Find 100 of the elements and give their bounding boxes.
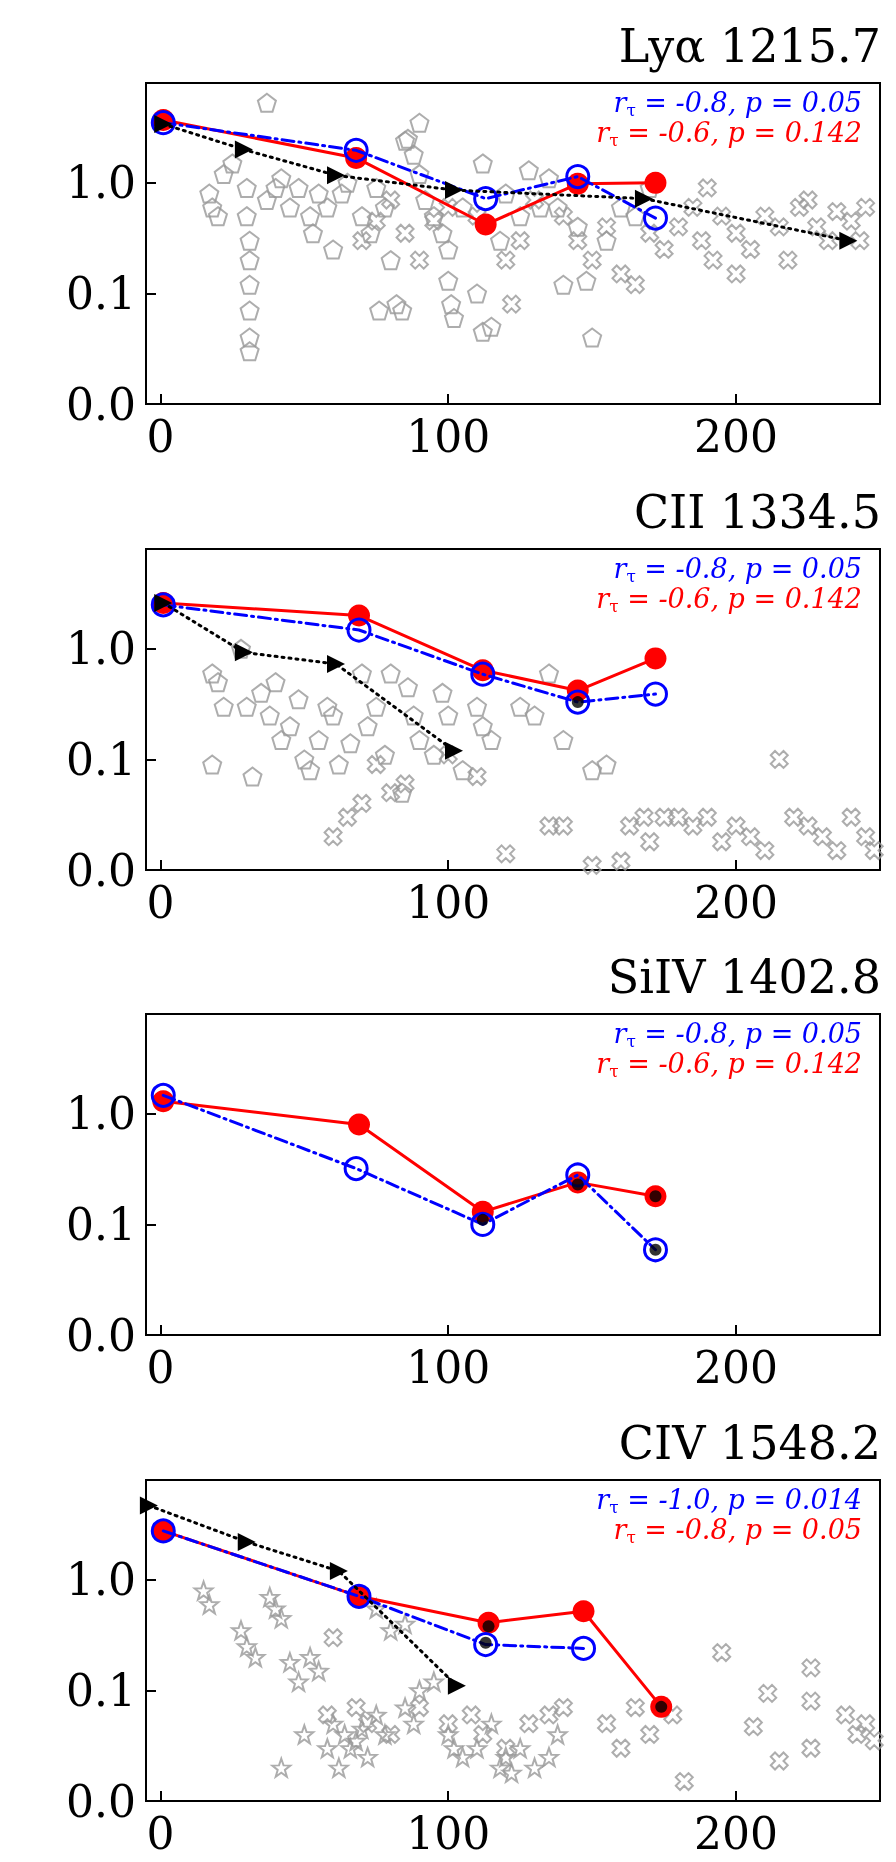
point [271,1607,292,1628]
point [444,181,463,200]
point [317,1737,338,1758]
x-tick-label: 100 [406,876,491,927]
point [565,689,591,715]
y-tick-label: 1.0 [66,1553,136,1605]
x-tick-label: 100 [406,1807,491,1858]
point [395,1697,416,1718]
point [565,1162,591,1188]
y-tick-label: 1.0 [66,622,136,674]
point [565,164,591,190]
point [835,1704,855,1724]
point [397,676,418,697]
point [329,1561,348,1580]
point [473,186,499,212]
chart-title: CII 1334.5 [633,484,882,539]
point [495,1746,516,1767]
point [323,1627,343,1647]
point [438,1713,458,1733]
point [348,1113,370,1136]
point [726,264,746,284]
point [864,840,884,860]
point [654,239,674,259]
point [472,715,493,736]
point [279,715,300,736]
point [340,1737,361,1758]
point [683,197,703,217]
point [634,189,653,208]
point [510,696,531,717]
point [726,223,746,243]
point [474,213,497,236]
point [784,807,804,827]
y-tick-label: 1.0 [66,157,136,209]
point [663,1704,683,1724]
point [374,744,395,765]
point [343,137,369,163]
point [444,741,463,760]
point [236,696,257,717]
point [769,749,789,769]
point [380,662,401,683]
point [643,205,668,231]
point [326,166,345,185]
point [438,704,459,725]
y-tick-label: 0.0 [66,378,136,430]
point [242,766,263,787]
point [340,732,361,753]
point [501,1762,522,1783]
point [317,1704,337,1724]
point [199,1593,220,1614]
point [712,206,732,226]
point [265,1598,286,1619]
y-tick-label: 0.1 [66,1664,136,1716]
point [864,1730,884,1750]
point [510,1737,531,1758]
y-tick-label: 1.0 [66,1088,136,1140]
point [467,696,488,717]
point [392,782,413,803]
point [230,1619,251,1640]
point [769,217,789,237]
point [251,682,272,703]
point [308,729,329,750]
point [395,1613,416,1634]
point [300,1646,321,1667]
point [812,826,832,846]
point [381,190,401,210]
point [438,1723,459,1744]
point [582,250,602,270]
point [236,1635,257,1656]
point [245,1646,266,1667]
point [346,1730,367,1751]
point [470,661,496,687]
point [654,807,674,827]
point [839,231,858,250]
point [424,211,444,231]
point [726,816,746,835]
point [470,1211,496,1237]
point [525,190,545,210]
point [346,1697,366,1717]
point [365,1703,388,1727]
point [758,1683,778,1703]
point [644,171,667,194]
point [798,190,818,210]
point [346,617,372,643]
x-tick-label: 0 [146,1807,175,1858]
point [856,197,876,217]
x-tick-label: 200 [694,410,779,462]
point [352,793,372,813]
x-tick-label: 200 [694,1341,779,1393]
point [801,1657,821,1677]
point [539,1704,559,1724]
point [374,1723,395,1744]
point [265,671,286,692]
point [674,1771,694,1791]
point [452,1746,473,1767]
y-tick-label: 0.0 [66,844,136,895]
point [366,754,386,774]
point [625,275,645,295]
point [271,729,292,750]
point [553,206,573,226]
point [447,1676,466,1695]
